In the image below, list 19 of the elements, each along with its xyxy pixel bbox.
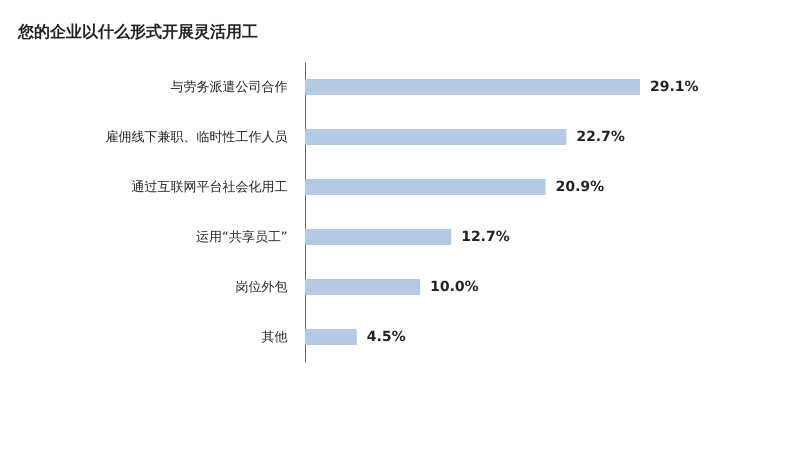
y-tick-label: 运用“共享员工” xyxy=(196,229,288,245)
data-label: 29.1% xyxy=(650,79,699,95)
data-label: 20.9% xyxy=(556,179,604,195)
bar xyxy=(305,329,357,345)
data-label: 4.5% xyxy=(366,329,406,345)
y-tick-label: 通过互联网平台社会化用工 xyxy=(132,180,288,195)
text: 您的企业以什么形式开展灵活用工 xyxy=(17,22,258,41)
y-tick-label: 雇佣线下兼职、临时性工作人员 xyxy=(106,129,288,145)
bar xyxy=(305,79,640,95)
y-tick-label: 其他 xyxy=(262,330,288,345)
bar xyxy=(305,279,420,295)
data-label: 12.7% xyxy=(461,229,510,245)
bar xyxy=(305,229,452,245)
y-tick-label: 与劳务派遣公司合作 xyxy=(170,80,288,95)
bar xyxy=(305,129,566,145)
bar xyxy=(305,179,546,195)
data-label: 22.7% xyxy=(576,129,625,145)
y-tick-label: 岗位外包 xyxy=(236,280,288,295)
data-label: 10.0% xyxy=(430,279,479,295)
